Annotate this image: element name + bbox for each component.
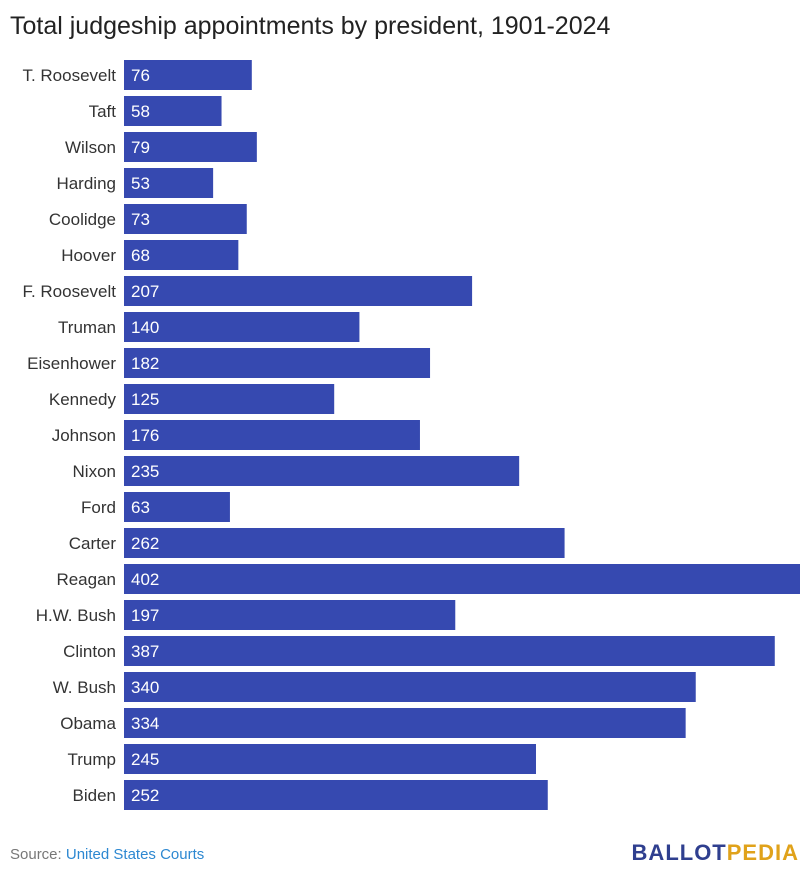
value-label: 140 (131, 318, 159, 337)
category-label: Kennedy (49, 390, 117, 409)
value-label: 68 (131, 246, 150, 265)
bar-2 (124, 132, 257, 162)
value-label: 197 (131, 606, 159, 625)
bar-7 (124, 312, 360, 342)
category-label: W. Bush (53, 678, 116, 697)
category-label: F. Roosevelt (22, 282, 116, 301)
value-label: 387 (131, 642, 159, 661)
bar-chart-svg: T. Roosevelt 76 Taft 58 Wilson 79 Harding 53 Coo… (22, 60, 800, 810)
bar-3 (124, 168, 214, 198)
bar-10 (124, 420, 420, 450)
category-label: Obama (60, 714, 116, 733)
value-label: 402 (131, 570, 159, 589)
value-label: 235 (131, 462, 159, 481)
category-label: Biden (73, 786, 116, 805)
value-label: 182 (131, 354, 159, 373)
source-link[interactable]: United States Courts (65, 846, 205, 863)
category-label: Ford (81, 498, 116, 517)
source-prefix: Source: (10, 846, 66, 863)
bar-6 (124, 276, 473, 306)
value-label: 207 (131, 282, 159, 301)
value-label: 340 (131, 678, 159, 697)
value-label: 53 (131, 174, 150, 193)
category-label: Eisenhower (27, 354, 116, 373)
category-label: Taft (89, 102, 117, 121)
bar-14 (124, 564, 800, 594)
value-label: 252 (131, 786, 159, 805)
bar-11 (124, 456, 520, 486)
category-label: Trump (68, 750, 117, 769)
value-label: 79 (131, 138, 150, 157)
category-label: Nixon (73, 462, 116, 481)
category-label: Wilson (65, 138, 116, 157)
bar-20 (124, 780, 548, 810)
category-label: Truman (58, 318, 116, 337)
bar-16 (124, 636, 775, 666)
bar-15 (124, 600, 456, 630)
value-label: 125 (131, 390, 159, 409)
bar-0 (124, 60, 252, 90)
bar-12 (124, 492, 230, 522)
chart-title: Total judgeship appointments by presiden… (10, 12, 611, 40)
logo-part-ballot: BALLOT (631, 840, 727, 865)
value-label: 58 (131, 102, 150, 121)
bar-17 (124, 672, 696, 702)
value-label: 76 (131, 66, 150, 85)
bar-4 (124, 204, 247, 234)
category-label: H.W. Bush (36, 606, 116, 625)
bar-13 (124, 528, 565, 558)
category-label: Carter (69, 534, 117, 553)
bar-1 (124, 96, 222, 126)
bar-9 (124, 384, 335, 414)
category-label: Johnson (52, 426, 116, 445)
value-label: 176 (131, 426, 159, 445)
bar-8 (124, 348, 431, 378)
value-label: 245 (131, 750, 159, 769)
value-label: 262 (131, 534, 159, 553)
value-label: 73 (131, 210, 150, 229)
value-label: 63 (131, 498, 150, 517)
bar-18 (124, 708, 686, 738)
category-label: Coolidge (49, 210, 116, 229)
bar-19 (124, 744, 536, 774)
category-label: T. Roosevelt (22, 66, 116, 85)
source-note: Source: United States Courts (10, 846, 204, 863)
category-label: Reagan (56, 570, 116, 589)
category-label: Clinton (63, 642, 116, 661)
category-label: Hoover (61, 246, 116, 265)
logo-part-pedia: PEDIA (726, 840, 799, 865)
category-label: Harding (56, 174, 116, 193)
ballotpedia-logo[interactable]: BALLOTPEDIA (632, 840, 799, 866)
bar-chart: T. Roosevelt 76 Taft 58 Wilson 79 Harding 53 Coo… (0, 55, 811, 815)
bar-5 (124, 240, 239, 270)
value-label: 334 (131, 714, 159, 733)
